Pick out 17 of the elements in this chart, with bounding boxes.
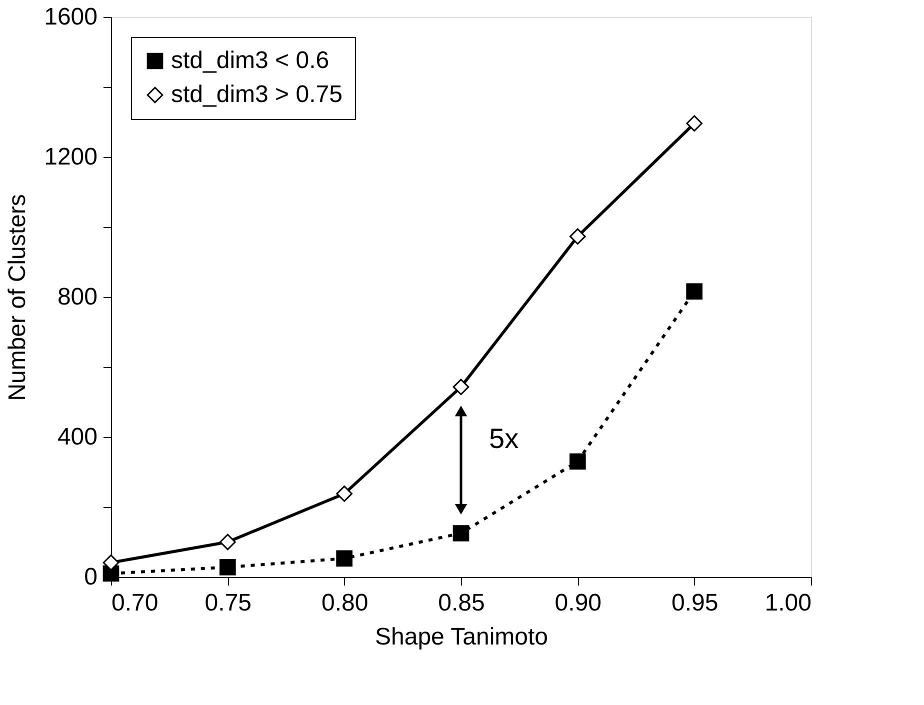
y-tick-label: 800 <box>57 284 98 310</box>
x-tick-label: 0.85 <box>438 590 485 616</box>
x-tick-label: 0.70 <box>112 590 158 616</box>
y-tick-label: 1600 <box>44 4 98 30</box>
y-axis-title: Number of Clusters <box>4 194 32 401</box>
x-tick-label: 0.80 <box>321 590 368 616</box>
y-tick-label: 0 <box>84 564 98 590</box>
y-tick-label: 1200 <box>44 144 98 170</box>
x-tick-label: 0.95 <box>671 590 718 616</box>
y-tick-label: 400 <box>57 424 98 450</box>
x-tick-label: 1.00 <box>764 590 812 616</box>
legend-label: std_dim3 > 0.75 <box>171 81 342 108</box>
annotation: 5x <box>489 423 519 454</box>
x-tick-label: 0.75 <box>204 590 252 616</box>
x-axis-title: Shape Tanimoto <box>374 624 548 650</box>
legend-label: std_dim3 < 0.6 <box>171 47 330 74</box>
x-tick-label: 0.90 <box>554 590 602 616</box>
